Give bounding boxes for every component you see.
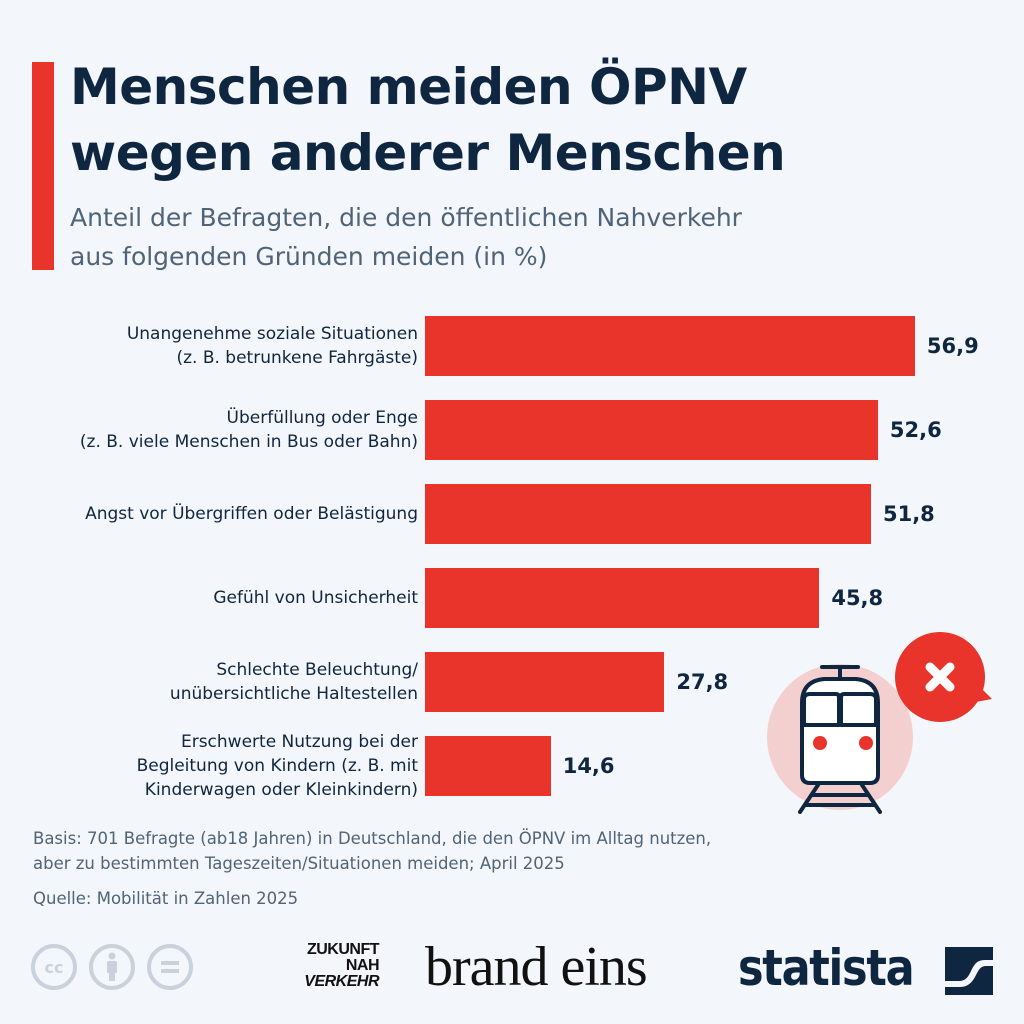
subtitle-line-1: Anteil der Befragten, die den öffentlich… [70,203,742,232]
category-label-line: Kinderwagen oder Kleinkindern) [144,780,418,800]
bar [425,484,871,544]
basis-line-1: Basis: 701 Befragte (ab18 Jahren) in Deu… [33,829,712,848]
category-label-line: Überfüllung oder Enge [226,408,418,428]
value-label: 14,6 [562,754,615,778]
brandeins-logo[interactable]: brand eins [425,936,648,998]
bar [425,316,915,376]
title-accent-bar [32,62,54,270]
train-light-left [813,736,827,750]
value-label: 51,8 [882,502,935,526]
survey-basis-note: Basis: 701 Befragte (ab18 Jahren) in Deu… [33,826,913,876]
basis-line-2: aber zu bestimmten Tageszeiten/Situation… [33,854,565,873]
znv-line-1: ZUKUNFT [306,941,380,958]
category-label-line: (z. B. viele Menschen in Bus oder Bahn) [79,432,418,452]
source-note: Quelle: Mobilität in Zahlen 2025 [33,889,299,908]
znv-line-3: VERKEHR [304,973,379,990]
category-label-line: (z. B. betrunkene Fahrgäste) [176,348,418,368]
category-label: Angst vor Übergriffen oder Belästigung [18,484,418,544]
category-label-line: unübersichtliche Haltestellen [169,684,418,704]
train-icon [798,665,882,814]
attribution-icon[interactable] [88,943,136,991]
category-label: Schlechte Beleuchtung/unübersichtliche H… [18,652,418,712]
no-derivatives-icon[interactable] [146,943,194,991]
train-light-right [859,736,873,750]
svg-text:cc: cc [45,958,64,977]
category-label: Unangenehme soziale Situationen (z. B. be… [18,316,418,376]
category-label: Überfüllung oder Enge (z. B. viele Mensch… [18,400,418,460]
train-illustration [767,632,992,814]
subtitle-line-2: aus folgenden Gründen meiden (in %) [70,242,548,271]
value-label: 56,9 [926,334,979,358]
category-label: Gefühl von Unsicherheit [18,568,418,628]
zukunft-nahverkehr-logo[interactable]: ZUKUNFT NAH VERKEHR [283,942,379,990]
category-label-line: Schlechte Beleuchtung/ [216,660,418,680]
category-label-line: Begleitung von Kindern (z. B. mit [136,756,418,776]
bar [425,568,820,628]
category-label-line: Unangenehme soziale Situationen [126,324,418,344]
statista-logo[interactable]: statista [738,939,915,997]
title-line-2: wegen anderer Menschen [70,124,786,182]
category-label-line: Gefühl von Unsicherheit [213,588,418,608]
cc-icon[interactable]: cc [30,943,78,991]
category-label: Erschwerte Nutzung bei der Begleitung von… [18,732,418,800]
value-label: 27,8 [676,670,729,694]
value-label: 52,6 [889,418,942,442]
znv-line-2: NAH [345,957,380,974]
value-label: 45,8 [831,586,884,610]
bar [425,400,878,460]
bar [425,736,551,796]
statista-mark-icon[interactable] [945,947,993,995]
chart-subtitle: Anteil der Befragten, die den öffentlich… [70,198,970,276]
category-label-line: Erschwerte Nutzung bei der [180,732,418,752]
close-speech-bubble-icon [895,632,992,722]
license-icons[interactable]: cc [30,943,194,991]
chart-title: Menschen meiden ÖPNV wegen anderer Mensc… [70,54,970,186]
category-label-line: Angst vor Übergriffen oder Belästigung [85,504,418,524]
bar [425,652,665,712]
title-line-1: Menschen meiden ÖPNV [70,58,747,116]
